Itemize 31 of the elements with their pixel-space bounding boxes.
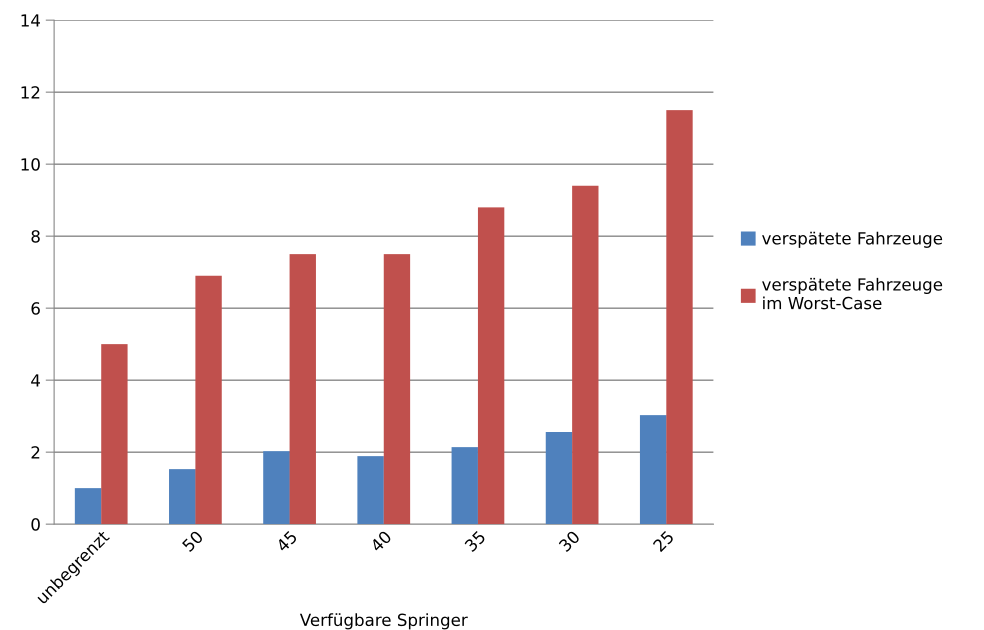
y-tick-label: 8 [31,230,40,243]
bar [357,456,384,524]
y-tick-label: 4 [31,374,40,386]
x-tick-label: 40 [370,530,392,553]
bar [478,207,504,524]
bar [263,451,290,524]
x-axis-title: Verfügbare Springer [300,613,468,630]
x-tick-label: 45 [276,530,298,553]
y-tick-label: 2 [32,446,40,458]
legend-label: verspätete Fahrzeuge im Worst-Case [762,278,942,310]
bar [546,432,572,524]
y-tick-label: 10 [22,158,40,171]
bar [74,488,102,524]
x-tick-label: 25 [652,530,674,552]
x-tick-label: 30 [558,530,580,552]
x-tick-label: 50 [182,530,204,552]
bar [384,254,410,524]
bar [290,254,316,524]
bar [666,110,693,524]
y-tick-label: 14 [22,14,40,26]
bar [101,344,128,524]
bar [195,276,222,524]
bar [640,415,666,524]
bar [572,186,598,524]
legend-label: verspätete Fahrzeuge [762,232,942,248]
x-tick-label: 35 [464,530,486,552]
y-tick-label: 6 [31,302,40,315]
y-tick-label: 0 [31,518,40,531]
bar [169,469,196,524]
y-tick-label: 12 [22,86,40,98]
bar [452,447,478,524]
